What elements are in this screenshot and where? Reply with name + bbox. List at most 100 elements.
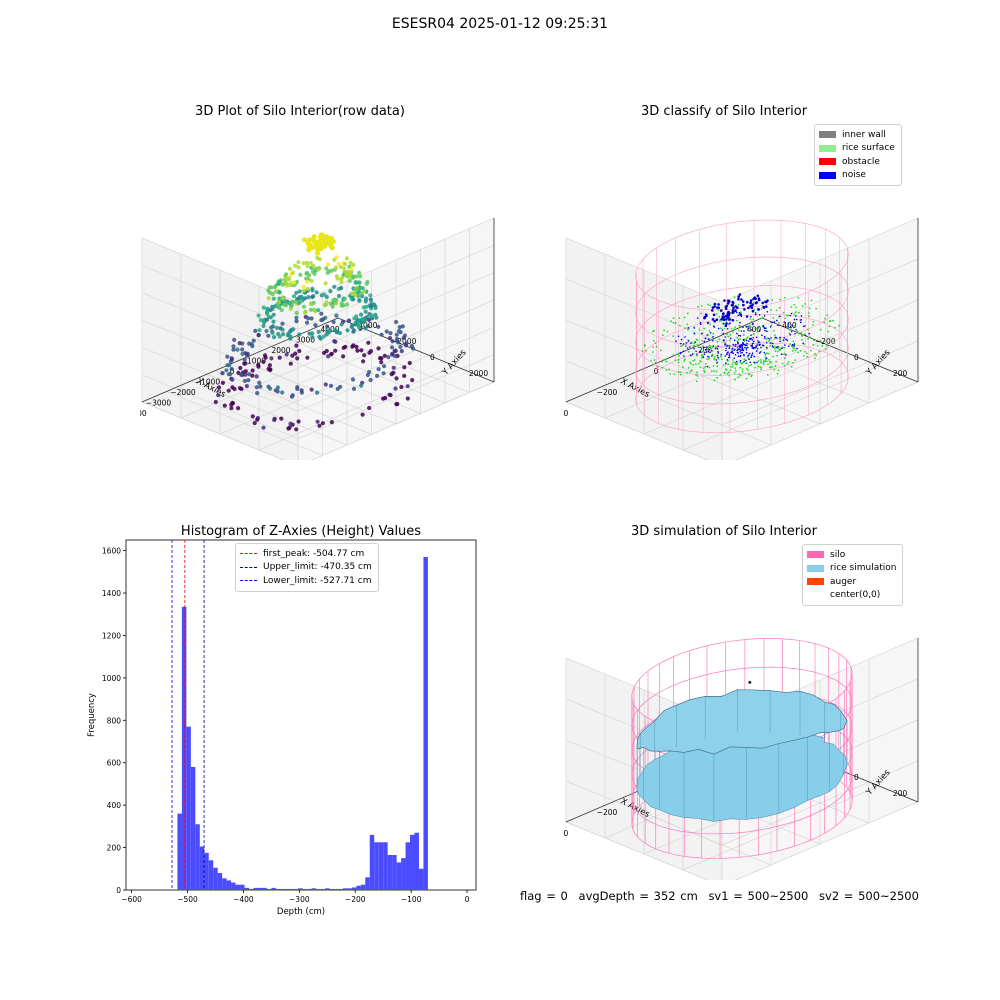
histogram-bar: [342, 888, 348, 890]
data-point: [323, 281, 328, 286]
rice-surface-point: [734, 378, 736, 381]
data-point: [315, 390, 320, 395]
noise-point: [696, 353, 698, 356]
grid-line: [735, 801, 919, 880]
rice-surface-point: [738, 329, 740, 332]
rice-surface-point: [698, 362, 700, 365]
data-point: [337, 330, 342, 336]
data-point: [328, 301, 333, 306]
noise-point: [728, 356, 731, 359]
noise-point: [753, 361, 755, 364]
data-point: [301, 304, 307, 309]
noise-point: [761, 344, 764, 347]
noise-point: [736, 360, 738, 363]
histogram-bar: [284, 888, 290, 890]
data-point: [222, 403, 227, 408]
rice-surface-point: [801, 305, 804, 308]
y-tick-label: 400: [107, 801, 122, 810]
data-point: [389, 345, 395, 350]
noise-point: [722, 315, 726, 319]
x-tick-label: −200: [597, 388, 618, 397]
rice-surface-point: [828, 325, 831, 328]
data-point: [350, 291, 355, 296]
rice-surface-point: [723, 341, 726, 344]
classify-3d-plot[interactable]: −400−2000200400−400−20002004002000−200−4…: [564, 140, 924, 460]
rice-surface-point: [833, 326, 836, 329]
noise-point: [764, 300, 767, 304]
noise-point: [716, 354, 719, 357]
rice-surface-point: [814, 357, 816, 360]
rice-surface-point: [696, 355, 698, 357]
rice-surface-point: [703, 369, 706, 372]
rice-surface-point: [790, 365, 793, 368]
noise-point: [712, 345, 715, 347]
data-point: [376, 346, 381, 351]
data-point: [363, 326, 368, 331]
rice-surface-point: [734, 370, 737, 372]
noise-point: [724, 307, 728, 310]
raw-3d-plot[interactable]: −4000−3000−2000−100001000200030004000−40…: [140, 140, 500, 460]
rice-surface-point: [734, 367, 737, 369]
rice-surface-point: [697, 305, 699, 308]
data-point: [256, 313, 261, 318]
rice-surface-point: [807, 328, 809, 331]
x-tick-label: −300: [289, 895, 310, 904]
data-point: [339, 285, 344, 291]
noise-point: [748, 358, 750, 360]
data-point: [277, 290, 282, 295]
noise-point: [716, 348, 719, 350]
noise-point: [757, 327, 759, 329]
data-point: [296, 265, 301, 270]
rice-surface-point: [699, 360, 702, 363]
data-point: [369, 304, 374, 309]
rice-surface-point: [724, 368, 727, 371]
histogram-bar: [356, 885, 361, 890]
rice-surface-point: [731, 359, 734, 361]
data-point: [258, 384, 263, 389]
histogram-bar: [329, 888, 334, 890]
noise-point: [742, 349, 744, 351]
rice-surface-point: [749, 324, 751, 327]
rice-surface-point: [727, 371, 730, 374]
data-point: [295, 356, 300, 361]
rice-surface-point: [819, 328, 822, 331]
data-point: [298, 272, 303, 277]
data-point: [305, 264, 310, 269]
noise-point: [730, 351, 732, 354]
data-point: [275, 385, 280, 390]
noise-point: [779, 340, 781, 343]
data-point: [317, 257, 322, 262]
legend-swatch: [240, 566, 257, 568]
legend-item: noise: [819, 169, 895, 183]
noise-point: [728, 347, 731, 349]
y-axis-line: [761, 317, 919, 383]
noise-point: [760, 346, 762, 349]
classify-axes: [565, 217, 919, 460]
noise-point: [702, 346, 705, 349]
noise-point: [743, 343, 745, 346]
noise-point: [725, 322, 728, 325]
rice-surface-point: [677, 371, 680, 373]
data-point: [322, 303, 328, 308]
data-point: [342, 296, 347, 301]
legend-swatch: [819, 171, 836, 179]
data-point: [280, 327, 285, 332]
noise-point: [765, 342, 768, 344]
rice-surface-point: [737, 338, 740, 341]
noise-point: [749, 299, 753, 302]
noise-point: [737, 314, 740, 317]
noise-point: [731, 309, 735, 312]
noise-point: [743, 308, 746, 311]
rice-surface-point: [654, 342, 657, 344]
noise-point: [758, 341, 761, 343]
y-tick-label: 0: [116, 886, 121, 895]
simulation-3d-plot[interactable]: −400−2000200400−400−20002004002000−200−4…: [564, 560, 924, 880]
rice-surface-point: [778, 307, 781, 309]
data-point: [365, 315, 370, 320]
data-point: [229, 357, 235, 362]
noise-point: [703, 353, 706, 355]
data-point: [388, 393, 393, 398]
histogram-chart[interactable]: −600 −500 −400 −300 −200 −100 0 0 200 400 600 800 10…: [80, 530, 490, 920]
histogram-title: Histogram of Z-Axies (Height) Values: [180, 524, 422, 539]
rice-surface-point: [774, 345, 776, 348]
